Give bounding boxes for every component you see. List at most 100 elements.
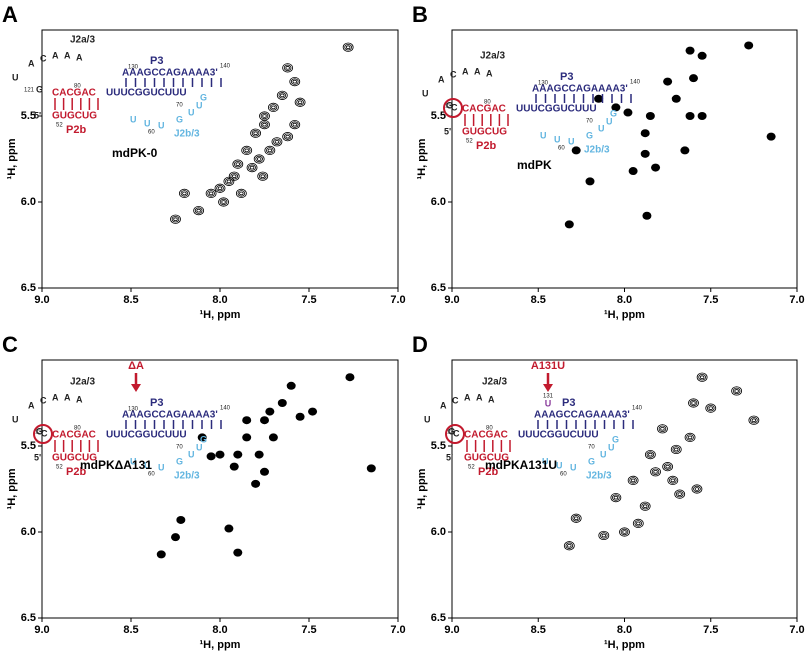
peak-contour [706,404,715,412]
peak [251,479,261,488]
peak [688,398,699,408]
peak-contour [250,128,262,138]
structure-label: G [36,84,43,94]
peak-contour [266,147,274,154]
structure-label: U [570,462,577,472]
structure-label: 140 [630,80,641,86]
peak [657,424,668,434]
peak [271,137,283,147]
peak [242,416,252,425]
peak-contour [665,464,670,469]
peak [680,146,690,155]
structure-label: U [144,118,151,128]
peak-contour [636,521,641,526]
structure-label: J2b/3 [584,145,610,156]
structure-label: GUGCUG [52,111,97,122]
structure-label: 70 [176,445,183,451]
structure-label: U [130,114,137,124]
structure-label: AAAGCCAGAAAA3' [532,84,628,95]
peak [246,163,258,173]
peak-contour [342,42,354,52]
structure-label: P2b [476,140,496,152]
peak [308,407,318,416]
structure-label: C [40,395,47,405]
peak-contour [273,138,281,145]
peak-contour [641,503,649,510]
structure-label: U [598,123,605,133]
y-axis-label: ¹H, ppm [416,138,428,179]
structure-label: 140 [220,406,231,412]
peak-contour [612,494,620,501]
peak [663,77,673,86]
construct-name: mdPKA131U [485,458,557,472]
structure-label: U [542,456,549,466]
peak [223,176,235,186]
peak-contour [173,217,178,222]
peak [696,372,708,382]
peak-contour [285,66,290,70]
peak-contour [259,111,270,121]
peak-contour [262,122,267,127]
peak-contour [675,490,684,498]
peak [748,415,760,425]
structure-label: G [610,108,617,118]
peak-contour [574,516,579,521]
y-tick-label: 6.5 [431,612,446,624]
peak-contour [241,145,253,155]
y-tick-label: 5.5 [431,440,446,452]
peak-contour [260,112,269,120]
peak [282,132,294,142]
structure-label: U [144,460,151,470]
peak-contour [708,406,713,410]
structure-label: U [424,414,431,424]
structure-label: A [488,394,495,404]
peak [650,467,661,477]
peak [229,462,239,471]
structure-label: C [451,102,458,112]
peak-contour [171,215,180,223]
structure-label: 52 [56,465,63,471]
peak-contour [694,487,700,491]
mutation-circle [443,98,463,118]
structure-label: UUUCGGUCUUU [516,104,597,115]
x-tick-label: 7.0 [390,624,405,636]
peak-contour [282,132,294,142]
peak [667,475,679,485]
peak-contour [598,530,610,541]
panel-letter: B [412,2,428,27]
structure-label: A [462,66,469,76]
peak-contour [170,214,181,224]
peak-contour [260,174,265,179]
structure-label: 130 [128,407,139,413]
peak [705,403,717,413]
structure-label: J2a/3 [70,377,95,388]
peak-contour [217,186,223,191]
peak-contour [570,513,582,523]
structure-label: 60 [560,472,567,478]
peak-contour [634,520,643,527]
structure-label: C [450,69,457,79]
structure-label: 80 [74,84,81,90]
peak [642,211,652,220]
structure-label: 52 [466,139,473,145]
peak-contour [667,475,679,485]
peak-contour [677,492,682,496]
structure-label: 5' [34,110,41,120]
peak-contour [267,102,279,113]
peak-contour [662,462,674,472]
peak-contour [731,386,743,396]
structure-label: A [76,52,83,62]
peak-contour [599,532,608,539]
structure-label: CACGAC [52,430,96,441]
structure-label: C [453,428,460,438]
structure-label: G [588,456,595,466]
construct-name: mdPKΔA131 [80,458,152,472]
structure-label: UUUCGGUCUUU [518,430,599,441]
peak [644,449,656,460]
peak-contour [572,515,580,522]
peak-contour [648,452,653,457]
structure-label: A [476,392,483,402]
structure-label: 80 [74,426,81,432]
peak [691,484,703,494]
peak [744,41,754,50]
